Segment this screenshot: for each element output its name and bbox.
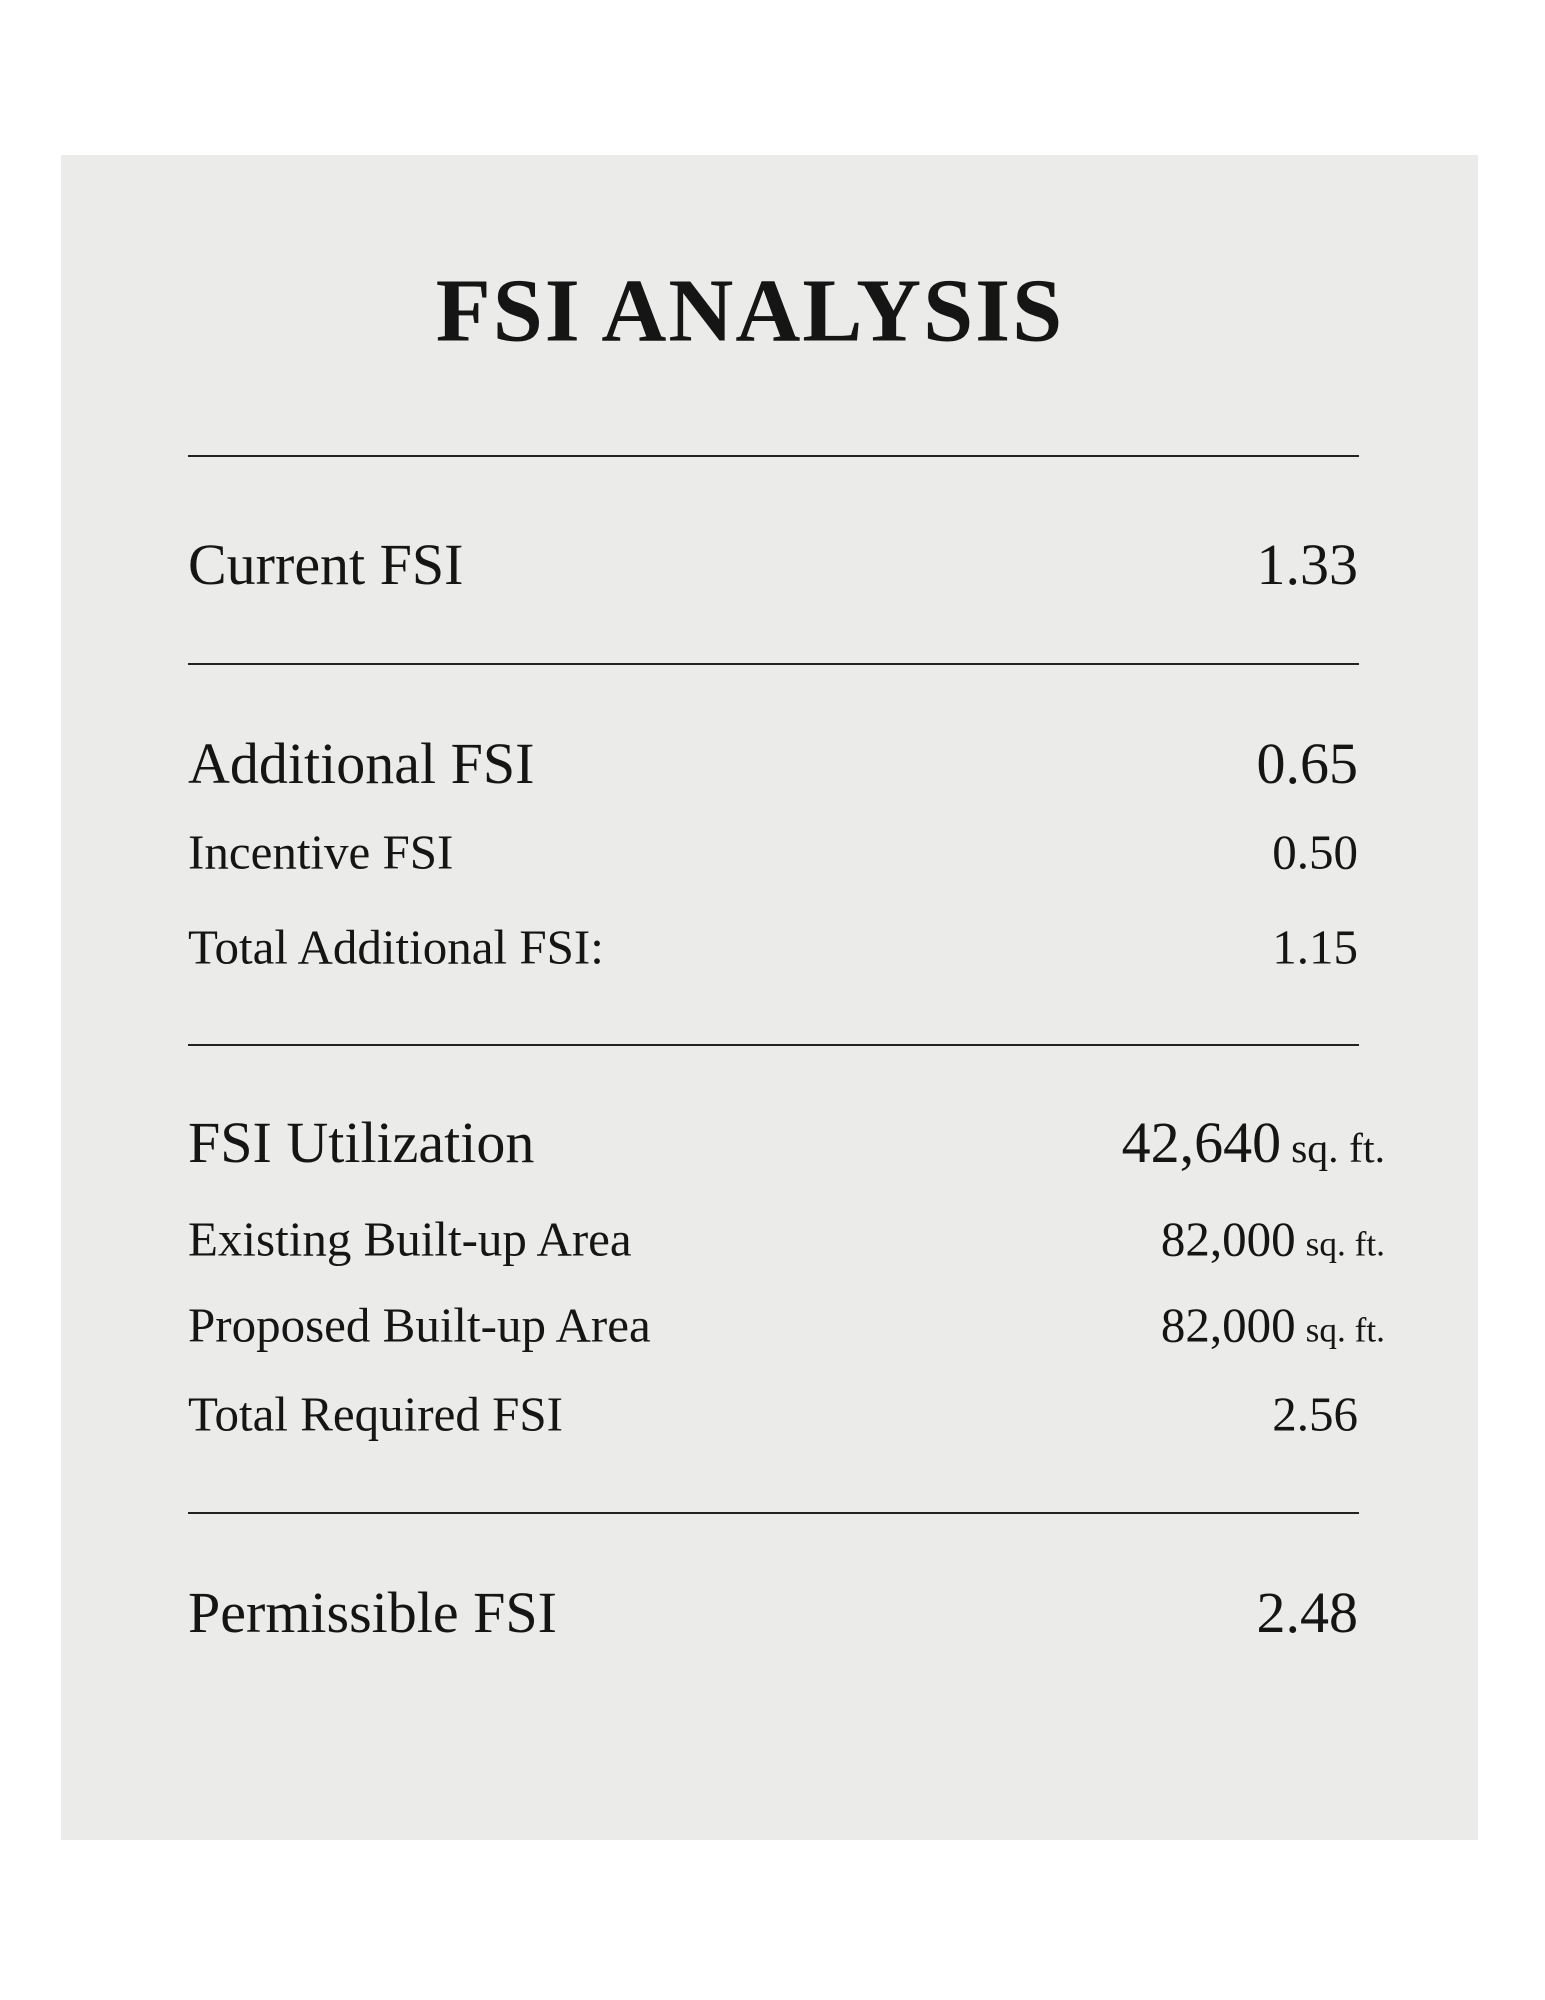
value-unit: sq. ft. [1291,1126,1385,1172]
row-label: Additional FSI [188,731,535,796]
row-label: FSI Utilization [188,1110,535,1175]
divider [188,455,1359,457]
value-number: 1.33 [1256,532,1359,597]
row: Proposed Built-up Area 82,000 sq. ft. [188,1301,1385,1350]
row-value: 82,000 sq. ft. [1161,1301,1385,1350]
row-label: Proposed Built-up Area [188,1297,651,1353]
value-number: 2.56 [1272,1386,1358,1442]
value-number: 0.65 [1256,731,1359,796]
value-number: 82,000 [1160,1211,1296,1267]
row-value: 82,000 sq. ft. [1161,1215,1385,1264]
row-value: 42,640 sq. ft. [1122,1114,1385,1172]
row: Current FSI 1.33 [188,536,1385,594]
value-number: 82,000 [1160,1297,1296,1353]
card [61,155,1478,1840]
row: FSI Utilization 42,640 sq. ft. [188,1114,1385,1172]
row-value: 1.15 [1272,923,1358,972]
value-number: 42,640 [1121,1110,1282,1175]
value-number: 0.50 [1272,824,1358,880]
row-value: 2.56 [1272,1390,1358,1439]
row-label: Current FSI [188,532,464,597]
row-label: Permissible FSI [188,1580,557,1645]
value-unit: sq. ft. [1305,1310,1385,1350]
row: Existing Built-up Area 82,000 sq. ft. [188,1215,1385,1264]
value-unit: sq. ft. [1305,1224,1385,1264]
row: Incentive FSI 0.50 [188,828,1385,877]
row-label: Total Required FSI [188,1386,563,1442]
row: Total Required FSI 2.56 [188,1390,1385,1439]
value-number: 1.15 [1272,919,1358,975]
divider [188,1044,1359,1046]
row: Permissible FSI 2.48 [188,1584,1385,1642]
row-value: 0.65 [1257,735,1359,793]
row: Additional FSI 0.65 [188,735,1385,793]
divider [188,663,1359,665]
row-value: 1.33 [1257,536,1359,594]
value-number: 2.48 [1256,1580,1359,1645]
row-label: Incentive FSI [188,824,454,880]
title: FSI ANALYSIS [435,261,1065,361]
row-value: 0.50 [1272,828,1358,877]
divider [188,1512,1359,1514]
row-label: Total Additional FSI: [188,919,604,975]
row-value: 2.48 [1257,1584,1359,1642]
row-label: Existing Built-up Area [188,1211,632,1267]
row: Total Additional FSI: 1.15 [188,923,1385,972]
